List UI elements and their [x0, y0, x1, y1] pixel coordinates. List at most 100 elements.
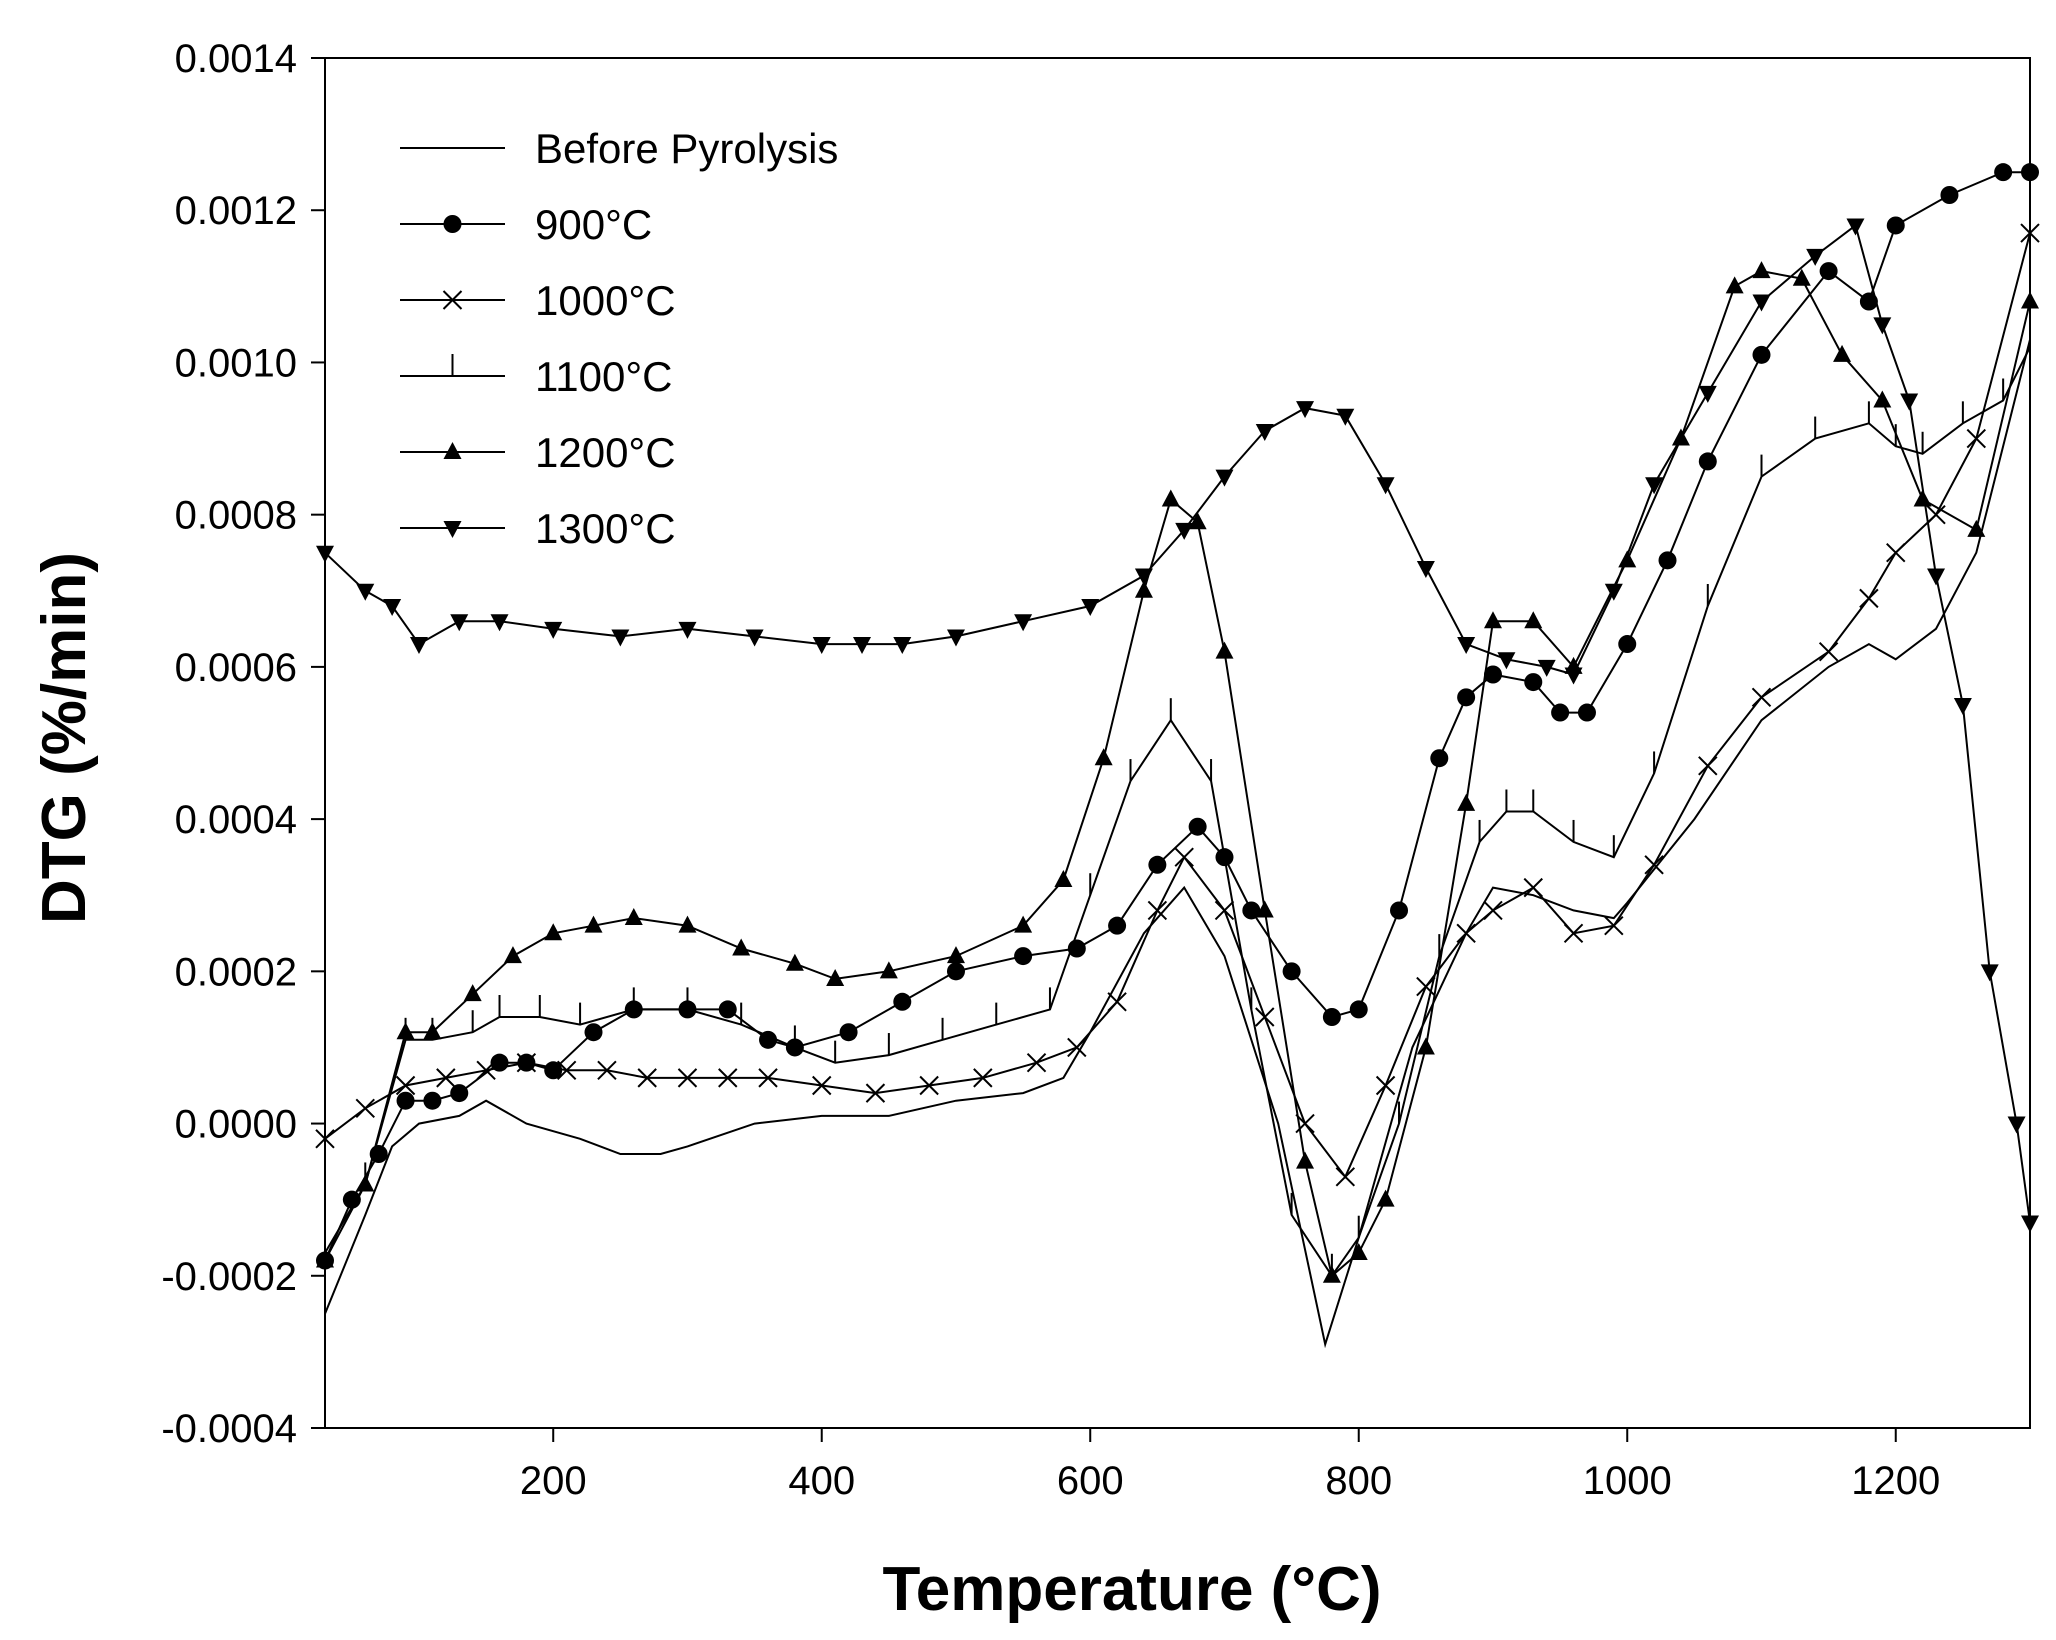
data-point [1604, 583, 1623, 601]
data-point [1147, 900, 1168, 921]
data-point [1108, 916, 1127, 935]
data-point [1416, 976, 1436, 997]
data-point [1618, 635, 1637, 654]
data-point [450, 614, 469, 632]
data-point [2007, 1116, 2026, 1134]
data-point [1752, 294, 1771, 312]
data-point [1134, 568, 1153, 586]
data-point [1886, 543, 1906, 563]
legend-label: 1200°C [535, 429, 676, 476]
data-point [1658, 551, 1677, 570]
data-point [1174, 847, 1194, 867]
data-point [1376, 477, 1395, 495]
legend-marker [442, 290, 463, 310]
data-point [1873, 317, 1892, 335]
data-point [1886, 216, 1905, 235]
data-point [678, 915, 697, 933]
data-point [1873, 390, 1892, 408]
data-point [1698, 452, 1717, 471]
data-point [423, 1091, 442, 1110]
data-point [1859, 588, 1879, 609]
y-tick-label: 0.0006 [175, 646, 297, 690]
data-point [1148, 855, 1167, 874]
data-point [1483, 665, 1502, 684]
data-point [395, 1075, 416, 1096]
data-point [826, 968, 845, 986]
data-point [1577, 703, 1596, 722]
data-point [1980, 964, 1999, 982]
data-point [396, 1091, 415, 1110]
y-tick-label: 0.0002 [175, 950, 297, 994]
data-point [544, 621, 563, 639]
data-point [1846, 218, 1865, 236]
data-point [745, 629, 764, 647]
data-point [879, 961, 898, 979]
legend-label: 1000°C [535, 277, 676, 324]
y-tick-label: -0.0002 [161, 1255, 297, 1299]
data-point [732, 938, 751, 956]
data-point [1107, 992, 1127, 1012]
x-tick-label: 1200 [1851, 1459, 1940, 1503]
data-point [1859, 292, 1878, 311]
data-point [677, 1068, 698, 1088]
data-point [718, 1068, 738, 1088]
data-point [1751, 687, 1772, 708]
data-point [1282, 962, 1301, 981]
legend-item: 1300°C [400, 505, 676, 552]
data-point [1457, 637, 1476, 655]
data-point [1376, 1189, 1395, 1207]
data-point [1752, 345, 1771, 364]
x-axis-title: Temperature (°C) [882, 1555, 1381, 1624]
data-point [1430, 749, 1449, 768]
data-point [758, 1068, 778, 1088]
legend-item: 900°C [400, 201, 652, 248]
y-tick-label: -0.0004 [161, 1407, 297, 1451]
series-line [324, 346, 2031, 1278]
data-point [1335, 1167, 1356, 1187]
data-point [1900, 393, 1919, 411]
data-point [463, 984, 482, 1002]
data-point [853, 637, 872, 655]
data-point [1456, 923, 1476, 943]
y-tick-label: 0.0000 [175, 1103, 297, 1147]
data-point [436, 1068, 456, 1088]
data-point [1214, 900, 1235, 921]
y-tick-label: 0.0012 [175, 189, 297, 233]
data-point [1026, 1052, 1047, 1073]
legend-item: 1100°C [400, 353, 672, 400]
data-point [1563, 923, 1584, 943]
data-point [1618, 550, 1637, 568]
data-point [503, 946, 522, 964]
data-point [1175, 522, 1194, 540]
series-line [324, 171, 2030, 1262]
data-point [1967, 519, 1986, 537]
data-point [1054, 870, 1073, 887]
data-point [315, 1129, 335, 1149]
data-point [1966, 428, 1987, 449]
series-900-c [316, 163, 2039, 1270]
data-point [1818, 641, 1839, 662]
data-point [556, 1060, 577, 1080]
data-point [946, 946, 965, 964]
data-point [1953, 697, 1972, 715]
data-point [1081, 599, 1100, 616]
data-point [718, 1000, 737, 1019]
data-point [812, 637, 831, 655]
data-point [1242, 901, 1261, 920]
data-point [759, 1030, 778, 1049]
data-point [865, 1083, 886, 1103]
data-point [516, 1052, 537, 1073]
series-1000-c [315, 223, 2040, 1187]
data-point [1524, 673, 1543, 692]
data-point [1336, 408, 1355, 426]
data-point [1551, 703, 1570, 722]
legend-label: 900°C [535, 201, 652, 248]
legend-label: 1300°C [535, 505, 676, 552]
x-tick-label: 1000 [1583, 1459, 1672, 1503]
data-point [1926, 504, 1946, 525]
data-point [544, 923, 563, 941]
data-point [2021, 1215, 2039, 1233]
data-point [1645, 477, 1664, 495]
data-point [1296, 401, 1315, 419]
data-point [356, 1174, 375, 1192]
